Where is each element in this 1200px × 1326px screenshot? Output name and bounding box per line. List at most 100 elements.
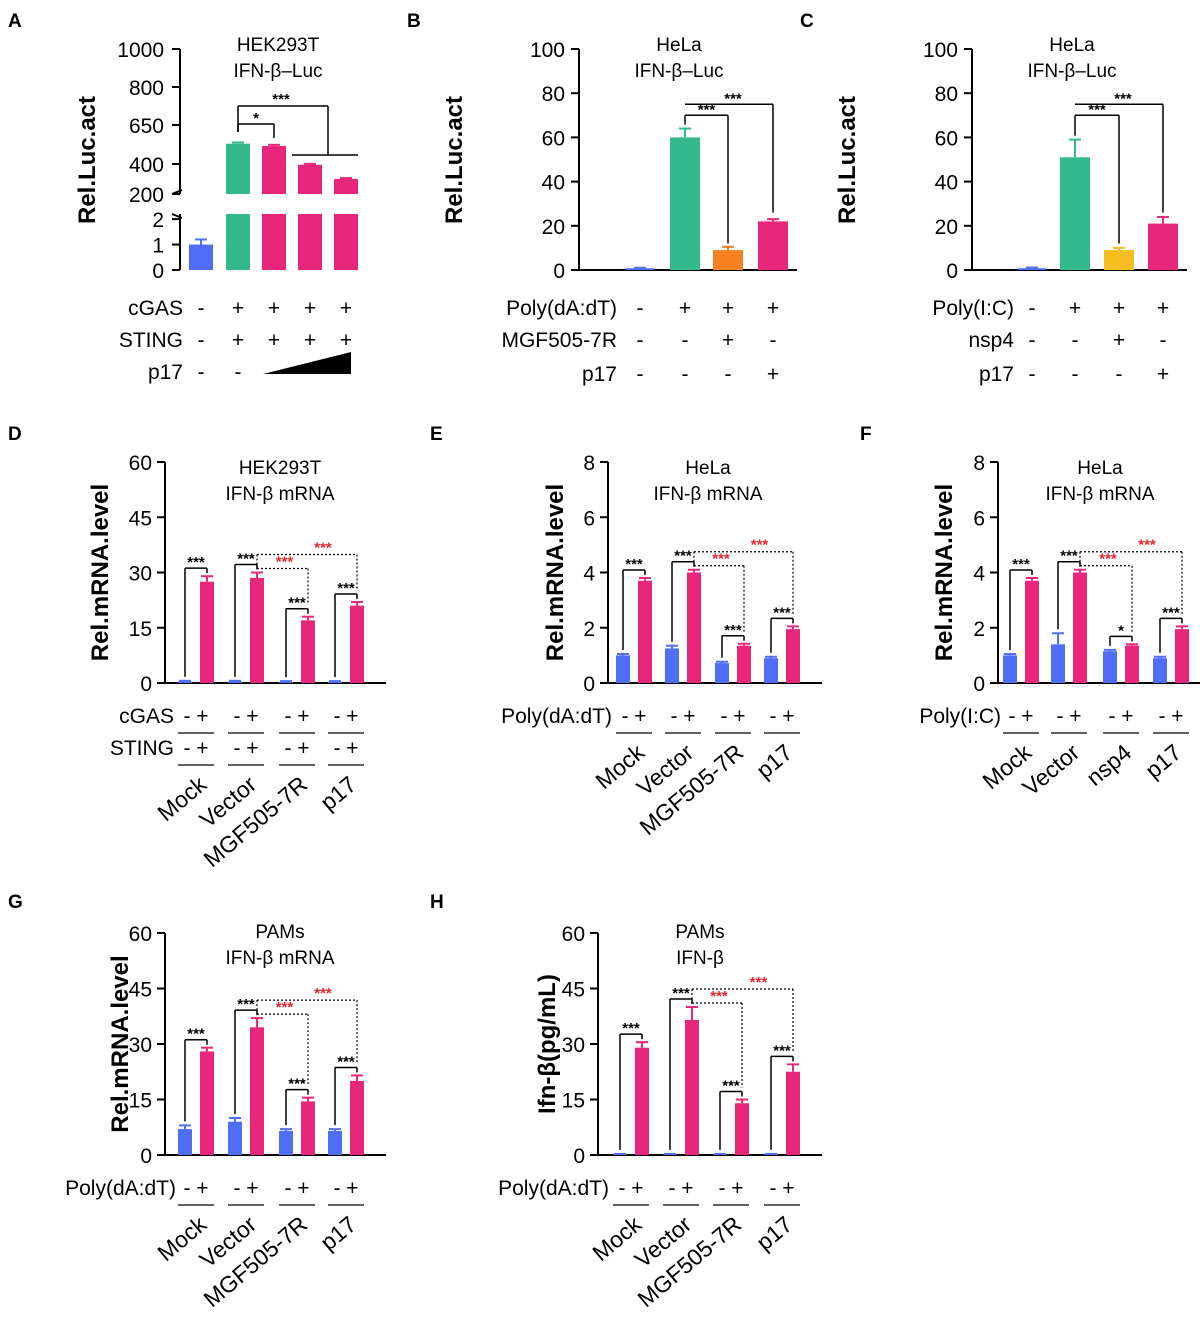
condition-mark: - <box>198 361 205 384</box>
bar-minus <box>1103 651 1117 683</box>
y-tick-label: 0 <box>140 673 152 696</box>
bar-minus <box>715 663 729 683</box>
bar <box>1017 268 1047 270</box>
y-axis-label: Rel.Luc.act <box>74 96 101 224</box>
bar-lower <box>334 214 358 270</box>
condition-mark: + <box>340 329 352 352</box>
y-tick-label: 8 <box>583 452 595 475</box>
y-tick-label: 15 <box>562 1090 585 1113</box>
significance-label: *** <box>724 622 742 639</box>
panel-C: C HeLa IFN-β–Luc Rel.Luc.act 0 20 40 60 80 100 ***… <box>800 11 1187 386</box>
condition-mark: - + <box>183 737 208 760</box>
panel-H: H PAMs IFN-β Ifn-β(pg/mL) 0 15 30 45 60 *** *** ***… <box>430 892 822 1312</box>
y-tick-label: 1 <box>152 235 164 258</box>
group-label: nsp4 <box>1081 739 1136 791</box>
significance-label: *** <box>712 551 730 568</box>
condition-mark: - + <box>670 705 695 728</box>
y-axis-label: Rel.mRNA.level <box>931 484 958 661</box>
condition-mark: - + <box>333 705 358 728</box>
condition-mark: - <box>637 363 644 386</box>
panel-label: C <box>800 11 814 32</box>
significance-label: *** <box>751 537 769 554</box>
significance-label: *** <box>625 556 643 573</box>
significance-label: *** <box>1162 604 1180 621</box>
condition-mark: - + <box>284 737 309 760</box>
y-axis-label: Rel.mRNA.level <box>542 484 569 661</box>
group-label: p17 <box>751 739 797 784</box>
significance-label: *** <box>773 604 791 621</box>
bar <box>189 244 213 270</box>
bar-upper <box>298 164 322 194</box>
bar <box>758 221 788 270</box>
chart-subtitle: IFN-β mRNA <box>653 484 762 505</box>
bar-minus <box>178 681 192 683</box>
condition-mark: + <box>1157 363 1169 386</box>
condition-mark: - + <box>233 737 258 760</box>
bar-minus <box>228 681 242 683</box>
group-label: Vector <box>1018 739 1085 801</box>
condition-mark: - <box>1029 363 1036 386</box>
bar-plus <box>1125 645 1139 683</box>
condition-mark: + <box>1113 297 1125 320</box>
y-tick-label: 4 <box>583 563 595 586</box>
axis-break-mark <box>171 213 183 219</box>
y-tick-label: 4 <box>973 563 985 586</box>
condition-mark: + <box>1157 297 1169 320</box>
condition-mark: - + <box>1056 705 1081 728</box>
bar-minus <box>178 1129 192 1155</box>
y-tick-label: 60 <box>129 923 152 946</box>
condition-mark: - <box>682 363 689 386</box>
condition-mark: - + <box>333 1177 358 1200</box>
y-tick-label: 60 <box>542 127 565 150</box>
bar-plus <box>250 578 264 683</box>
y-tick-label: 45 <box>129 507 152 530</box>
y-tick-label: 0 <box>573 1145 585 1168</box>
bar-minus <box>1153 658 1167 683</box>
y-tick-label: 400 <box>129 154 164 177</box>
y-tick-label: 20 <box>542 216 565 239</box>
bar-minus <box>228 1121 242 1155</box>
condition-label: MGF505-7R <box>501 329 617 352</box>
condition-mark: + <box>268 297 280 320</box>
y-axis-label: Rel.mRNA.level <box>87 484 114 661</box>
condition-label: cGAS <box>119 705 174 728</box>
chart-subtitle: IFN-β mRNA <box>1045 484 1154 505</box>
significance-label: *** <box>1088 101 1106 118</box>
condition-mark: - <box>1072 363 1079 386</box>
bar-minus <box>616 655 630 683</box>
significance-label: *** <box>724 90 742 107</box>
panel-label: E <box>430 424 443 445</box>
bar-plus <box>786 629 800 683</box>
bar-plus <box>635 1047 649 1155</box>
chart-subtitle: IFN-β <box>676 948 724 969</box>
condition-mark: - + <box>284 1177 309 1200</box>
y-tick-label: 30 <box>129 1034 152 1057</box>
condition-mark: - + <box>284 705 309 728</box>
y-tick-label: 100 <box>923 39 958 62</box>
y-tick-label: 80 <box>935 83 958 106</box>
condition-label: p17 <box>148 361 183 384</box>
significance-label: *** <box>1012 556 1030 573</box>
y-tick-label: 60 <box>935 127 958 150</box>
significance-label: *** <box>187 554 205 571</box>
chart-subtitle: IFN-β–Luc <box>634 61 723 82</box>
bar-plus <box>301 1101 315 1155</box>
y-tick-label: 2 <box>583 618 595 641</box>
condition-mark: - <box>770 329 777 352</box>
chart-title: HeLa <box>1049 35 1095 56</box>
bar <box>670 137 700 270</box>
significance-label: *** <box>187 1026 205 1043</box>
y-tick-label: 0 <box>973 673 985 696</box>
y-tick-label: 30 <box>562 1034 585 1057</box>
condition-label: cGAS <box>128 297 183 320</box>
significance-label: *** <box>288 1076 306 1093</box>
condition-mark: + <box>767 297 779 320</box>
bar-plus <box>687 572 701 683</box>
chart-subtitle: IFN-β mRNA <box>225 484 334 505</box>
bar-plus <box>735 1103 749 1155</box>
chart-title: HEK293T <box>239 458 322 479</box>
y-tick-label: 0 <box>140 1145 152 1168</box>
condition-label: STING <box>119 329 183 352</box>
